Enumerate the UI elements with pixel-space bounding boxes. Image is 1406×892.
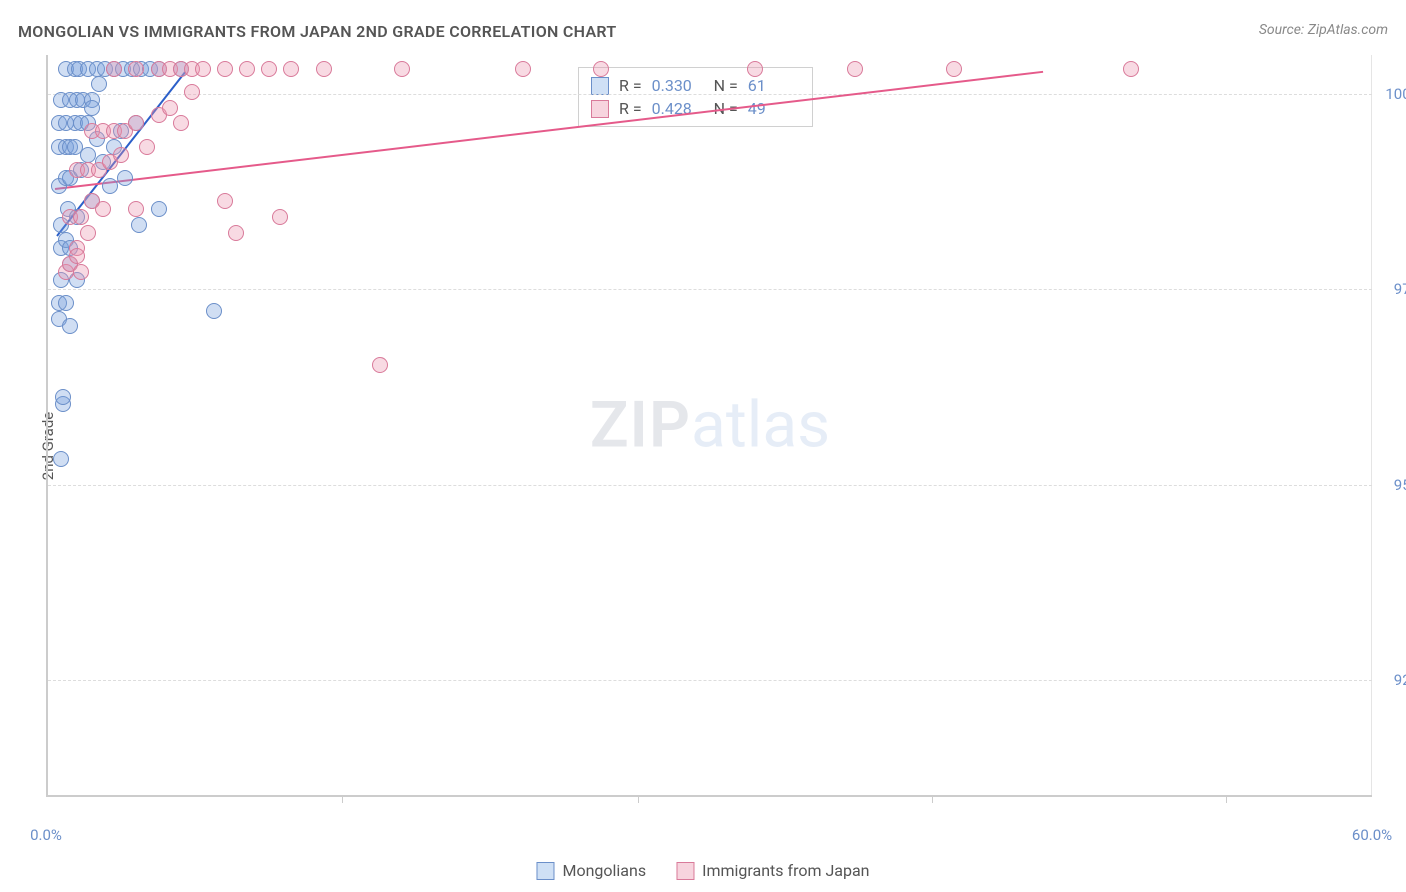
y-tick-label: 92.5% [1394, 671, 1406, 689]
data-point [128, 61, 144, 77]
legend: Mongolians Immigrants from Japan [536, 861, 869, 880]
data-point [53, 451, 69, 467]
legend-swatch [591, 100, 609, 118]
legend-label: Mongolians [562, 861, 646, 880]
n-label: N = [714, 76, 738, 95]
data-point [117, 170, 133, 186]
data-point [316, 61, 332, 77]
data-point [162, 100, 178, 116]
scatter-chart: ZIPatlas R =0.330N =61R =0.428N =49 92.5… [46, 55, 1372, 797]
y-tick-label: 95.0% [1394, 476, 1406, 494]
data-point [128, 115, 144, 131]
data-point [272, 209, 288, 225]
gridline [48, 94, 1372, 95]
x-tick-mark [1226, 795, 1227, 803]
r-label: R = [619, 99, 642, 118]
chart-title: MONGOLIAN VS IMMIGRANTS FROM JAPAN 2ND G… [18, 22, 617, 41]
data-point [239, 61, 255, 77]
data-point [206, 303, 222, 319]
data-point [151, 201, 167, 217]
data-point [283, 61, 299, 77]
gridline [48, 680, 1372, 681]
trend-line [55, 71, 1043, 190]
legend-item: Mongolians [536, 861, 646, 880]
x-tick-mark [638, 795, 639, 803]
legend-swatch [591, 77, 609, 95]
data-point [106, 61, 122, 77]
chart-right-border [1371, 55, 1372, 795]
watermark-zip: ZIP [590, 388, 691, 463]
source-attribution: Source: ZipAtlas.com [1259, 22, 1388, 38]
y-tick-label: 100.0% [1385, 85, 1406, 103]
data-point [55, 389, 71, 405]
x-tick-mark [342, 795, 343, 803]
data-point [173, 115, 189, 131]
watermark-atlas: atlas [691, 388, 830, 463]
data-point [394, 61, 410, 77]
x-tick-mark [932, 795, 933, 803]
y-tick-label: 97.5% [1394, 280, 1406, 298]
data-point [73, 264, 89, 280]
data-point [91, 76, 107, 92]
data-point [261, 61, 277, 77]
data-point [58, 295, 74, 311]
data-point [195, 61, 211, 77]
legend-label: Immigrants from Japan [702, 861, 869, 880]
data-point [515, 61, 531, 77]
gridline [48, 485, 1372, 486]
data-point [69, 248, 85, 264]
correlation-stats-box: R = 0.330 N = 61 R =0.428N =49 [578, 67, 813, 127]
data-point [228, 225, 244, 241]
gridline [48, 289, 1372, 290]
n-value: 61 [748, 76, 800, 95]
data-point [128, 201, 144, 217]
data-point [217, 61, 233, 77]
stats-row: R =0.428N =49 [591, 97, 800, 120]
data-point [372, 357, 388, 373]
data-point [184, 84, 200, 100]
data-point [102, 178, 118, 194]
watermark: ZIPatlas [590, 388, 830, 463]
legend-item: Immigrants from Japan [676, 861, 869, 880]
r-label: R = [619, 76, 642, 95]
data-point [1123, 61, 1139, 77]
data-point [131, 217, 147, 233]
legend-swatch [536, 862, 554, 880]
r-value: 0.330 [652, 76, 704, 95]
data-point [84, 100, 100, 116]
data-point [73, 209, 89, 225]
data-point [139, 139, 155, 155]
x-tick-label: 0.0% [30, 826, 62, 844]
data-point [847, 61, 863, 77]
data-point [113, 147, 129, 163]
data-point [95, 201, 111, 217]
data-point [80, 147, 96, 163]
data-point [747, 61, 763, 77]
data-point [62, 318, 78, 334]
data-point [80, 225, 96, 241]
legend-swatch [676, 862, 694, 880]
x-tick-label: 60.0% [1352, 826, 1392, 844]
data-point [593, 61, 609, 77]
data-point [946, 61, 962, 77]
data-point [217, 193, 233, 209]
